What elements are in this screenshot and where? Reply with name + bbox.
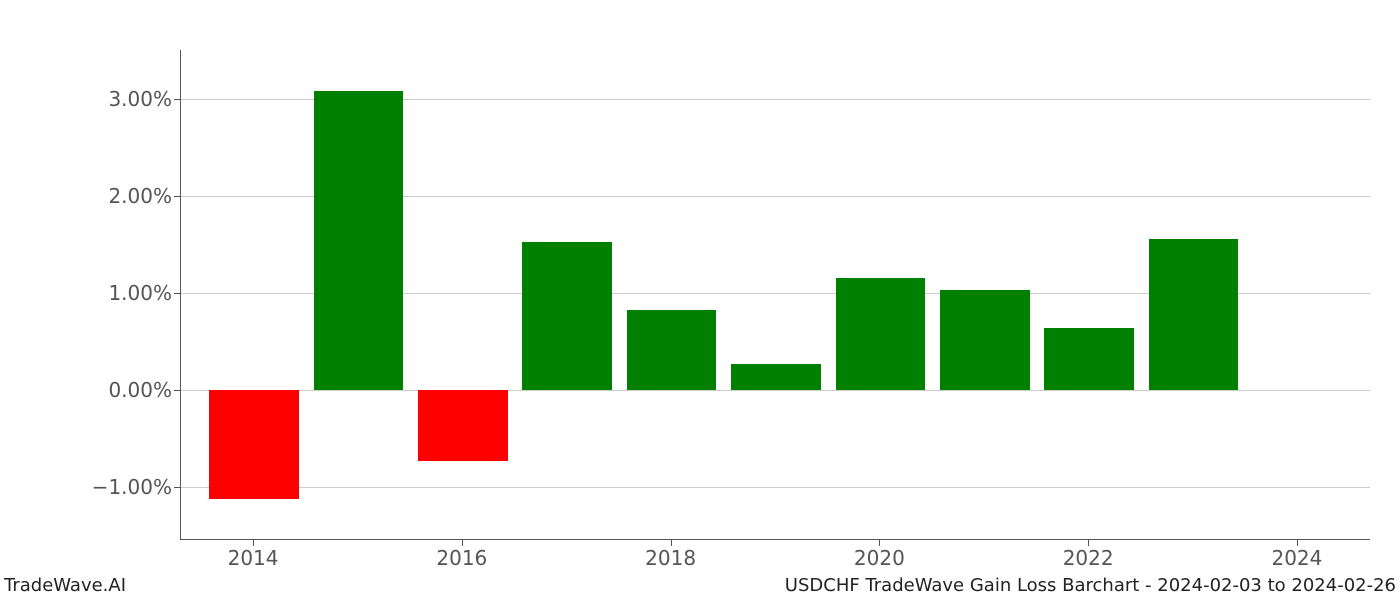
- xtick-label: 2016: [436, 546, 487, 570]
- gain-loss-barchart: −1.00% 0.00% 1.00% 2.00% 3.00% 2014 2016 2018 20…: [0, 0, 1400, 600]
- xtick-mark: [253, 540, 254, 546]
- plot-area: [180, 50, 1370, 540]
- ytick-label: 1.00%: [108, 281, 172, 305]
- xtick-label: 2018: [645, 546, 696, 570]
- ytick-label: 0.00%: [108, 378, 172, 402]
- bar-2019: [731, 364, 821, 389]
- gridline: [181, 487, 1370, 488]
- bar-2020: [836, 278, 926, 390]
- bar-2023: [1149, 239, 1239, 389]
- xtick-label: 2020: [854, 546, 905, 570]
- bar-2022: [1044, 328, 1134, 390]
- ytick-mark: [174, 390, 180, 391]
- xtick-mark: [671, 540, 672, 546]
- xtick-label: 2014: [228, 546, 279, 570]
- ytick-label: 3.00%: [108, 87, 172, 111]
- bar-2017: [522, 242, 612, 389]
- bar-2015: [314, 91, 404, 390]
- ytick-mark: [174, 99, 180, 100]
- ytick-mark: [174, 293, 180, 294]
- bar-2016: [418, 390, 508, 462]
- xtick-mark: [1088, 540, 1089, 546]
- gridline: [181, 390, 1370, 391]
- ytick-mark: [174, 487, 180, 488]
- ytick-label: −1.00%: [92, 475, 172, 499]
- bar-2021: [940, 290, 1030, 390]
- xtick-mark: [879, 540, 880, 546]
- xtick-mark: [1297, 540, 1298, 546]
- footer-left-text: TradeWave.AI: [4, 575, 126, 596]
- xtick-label: 2022: [1063, 546, 1114, 570]
- xtick-mark: [462, 540, 463, 546]
- ytick-label: 2.00%: [108, 184, 172, 208]
- xtick-label: 2024: [1271, 546, 1322, 570]
- footer-right-text: USDCHF TradeWave Gain Loss Barchart - 20…: [785, 575, 1396, 596]
- ytick-mark: [174, 196, 180, 197]
- bar-2018: [627, 310, 717, 390]
- bar-2014: [209, 390, 299, 500]
